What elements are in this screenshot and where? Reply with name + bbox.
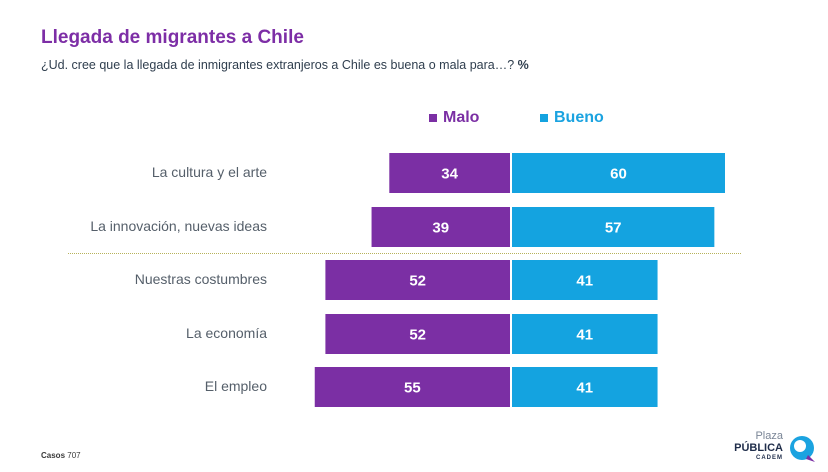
bar-bueno — [512, 153, 725, 193]
category-label: La innovación, nuevas ideas — [90, 218, 267, 234]
value-label-malo: 39 — [432, 220, 449, 237]
value-label-malo: 34 — [441, 166, 458, 183]
value-label-bueno: 60 — [610, 166, 627, 183]
subtitle-unit: % — [517, 58, 529, 72]
bar-malo — [325, 314, 510, 354]
category-label: Nuestras costumbres — [134, 271, 267, 287]
category-label: El empleo — [204, 378, 267, 394]
value-label-bueno: 57 — [605, 220, 622, 237]
casos-note: Casos 707 — [41, 451, 81, 460]
value-label-bueno: 41 — [576, 327, 593, 344]
casos-value: 707 — [67, 451, 81, 460]
legend-item-malo: Malo — [429, 108, 479, 128]
group-divider — [68, 253, 741, 254]
chart-title: Llegada de migrantes a Chile — [41, 27, 304, 48]
legend-item-bueno: Bueno — [540, 108, 604, 128]
logo-line-plaza: Plaza — [755, 430, 783, 442]
bar-malo — [314, 367, 510, 407]
subtitle-text: ¿Ud. cree que la llegada de inmigrantes … — [41, 58, 515, 72]
casos-label: Casos — [41, 451, 66, 460]
bar-malo — [389, 153, 510, 193]
value-label-malo: 52 — [409, 327, 426, 344]
legend-swatch-malo — [429, 114, 437, 122]
bar-bueno — [512, 260, 658, 300]
legend-swatch-bueno — [540, 114, 548, 122]
legend-label-bueno: Bueno — [554, 109, 604, 126]
category-label: La cultura y el arte — [151, 164, 267, 180]
category-label: La economía — [186, 325, 267, 341]
bar-bueno — [512, 367, 658, 407]
value-label-malo: 52 — [409, 273, 426, 290]
speech-bubble-icon — [790, 436, 815, 462]
bar-bueno — [512, 207, 715, 247]
value-label-bueno: 41 — [576, 380, 593, 397]
bar-bueno — [512, 314, 658, 354]
legend-label-malo: Malo — [443, 109, 480, 126]
chart-subtitle: ¿Ud. cree que la llegada de inmigrantes … — [41, 58, 529, 72]
logo-line-publica: PÚBLICA — [734, 442, 783, 454]
bar-malo — [325, 260, 510, 300]
value-label-malo: 55 — [404, 380, 421, 397]
logo-line-cadem: CADEM — [756, 455, 783, 461]
bar-malo — [371, 207, 510, 247]
brand-logo: Plaza PÚBLICA CADEM — [734, 430, 820, 466]
value-label-bueno: 41 — [576, 273, 593, 290]
